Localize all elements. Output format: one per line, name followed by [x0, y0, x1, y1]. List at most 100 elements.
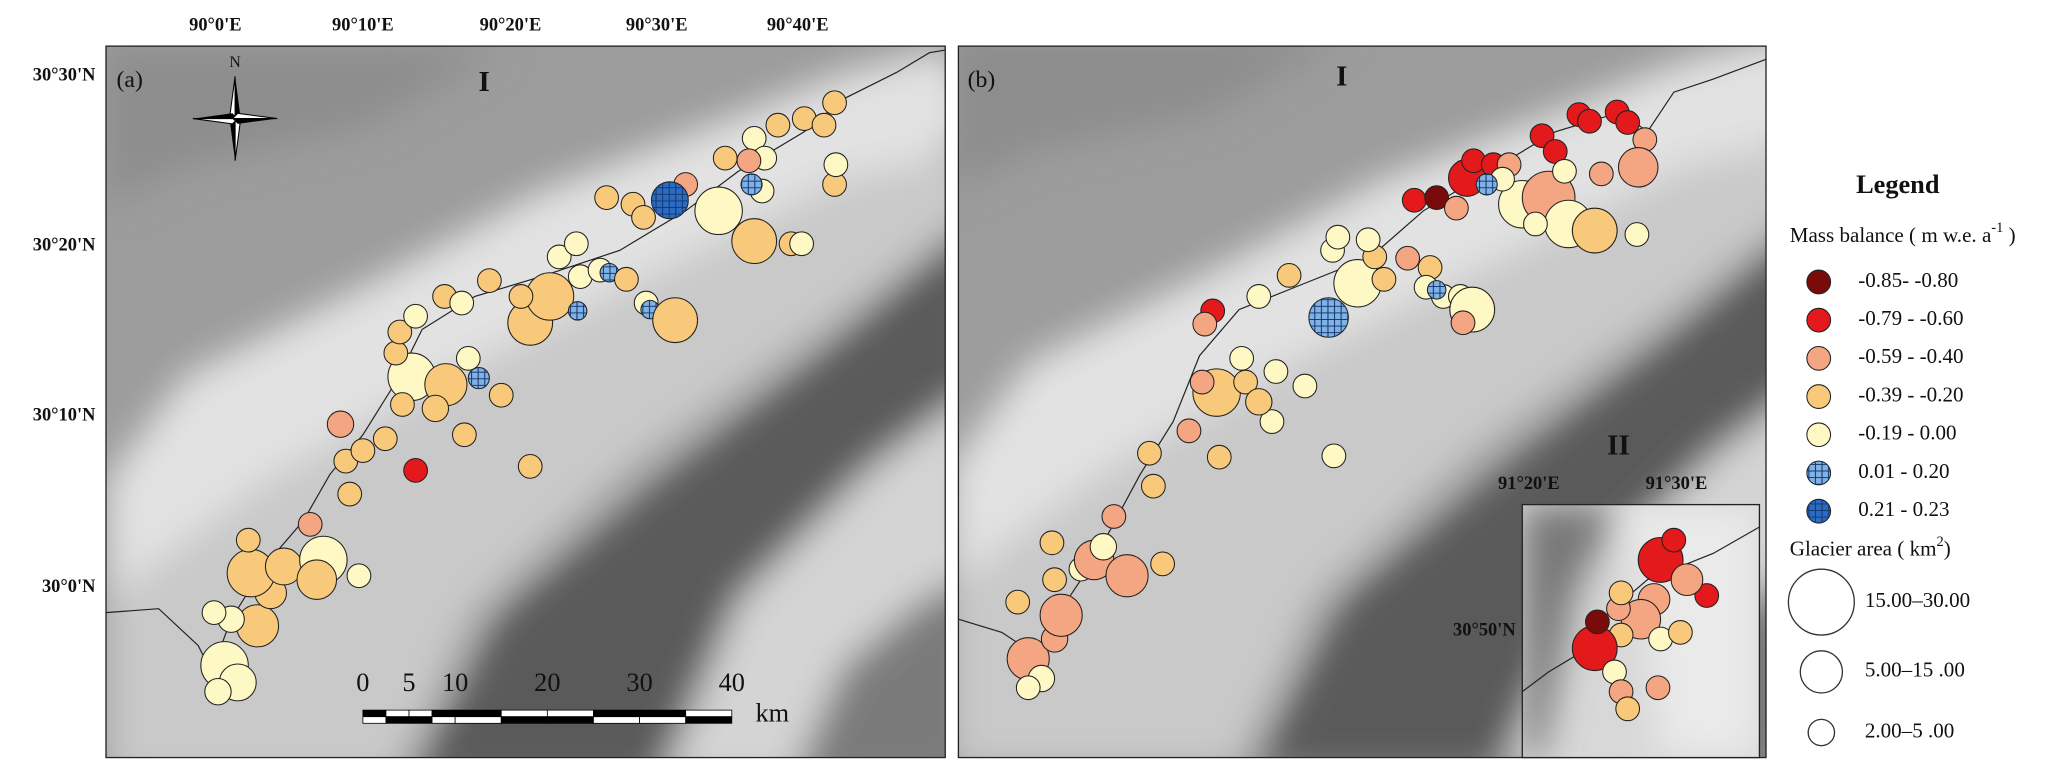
lon-tick: 90°20'E: [480, 15, 542, 35]
legend-label: -0.19 - 0.00: [1858, 421, 1956, 445]
glacier: [1150, 551, 1175, 577]
glacier: [594, 185, 620, 211]
glacier: [1571, 207, 1618, 254]
region-label: I: [1336, 61, 1347, 93]
legend-swatch: [1806, 345, 1832, 371]
scale-unit: km: [756, 698, 790, 727]
lon-tick: 91°20'E: [1498, 473, 1560, 493]
glacier: [451, 422, 477, 448]
glacier: [383, 340, 409, 366]
glacier: [1141, 473, 1166, 499]
scale-segment: [593, 716, 640, 724]
glacier: [1395, 245, 1421, 271]
glacier: [1371, 266, 1397, 292]
region-label: I: [478, 66, 489, 98]
scale-bar: 0 5 10 20 30 40: [356, 668, 745, 724]
legend-label: -0.85- -0.80: [1858, 268, 1958, 292]
glacier: [1325, 224, 1351, 250]
glacier: [421, 394, 450, 423]
glacier: [822, 90, 847, 116]
glacier: [1089, 533, 1118, 561]
glacier: [476, 268, 502, 294]
glacier: [1042, 567, 1067, 593]
scale-label: 30: [626, 668, 652, 697]
lon-tick: 90°10'E: [332, 15, 394, 35]
lat-tick: 30°10'N: [33, 405, 96, 425]
glacier: [1245, 388, 1273, 416]
lon-tick: 90°30'E: [626, 15, 688, 35]
scale-segment: [454, 716, 502, 724]
glacier: [1263, 359, 1289, 384]
lon-tick: 90°0'E: [189, 15, 241, 35]
scale-segment: [385, 716, 410, 724]
panel-b-frame: [957, 45, 1767, 759]
glacier: [1233, 369, 1258, 395]
glacier: [508, 284, 534, 309]
legend-label: 0.21 - 0.23: [1858, 497, 1949, 521]
glacier-hatch: [1427, 280, 1446, 300]
glacier: [1105, 554, 1149, 598]
glacier: [372, 426, 398, 452]
legend-swatch: [1806, 384, 1832, 409]
scale-segment: [639, 716, 687, 724]
scale-label: 40: [719, 668, 745, 697]
lat-tick: 30°0'N: [42, 576, 96, 596]
glacier: [390, 392, 415, 417]
glacier-hatch: [468, 367, 490, 389]
glacier: [736, 148, 762, 174]
glacier: [1670, 563, 1704, 597]
glacier: [1694, 583, 1720, 608]
glacier: [1192, 311, 1218, 337]
scale-segment: [431, 709, 456, 718]
glacier: [652, 297, 699, 344]
scale-segment: [362, 716, 387, 724]
scale-label: 5: [402, 668, 415, 697]
glacier-hatch: [568, 301, 587, 321]
glacier: [731, 218, 778, 265]
scale-segment: [385, 709, 410, 718]
glacier: [403, 303, 428, 329]
glacier: [326, 410, 355, 438]
size-symbol: [1799, 650, 1844, 694]
glacier: [1552, 158, 1577, 184]
scale-segment: [639, 709, 687, 718]
glacier: [1617, 147, 1659, 188]
glacier: [1246, 284, 1272, 309]
glacier: [1401, 187, 1427, 213]
scale-segment: [685, 716, 733, 724]
glacier: [1039, 530, 1065, 556]
legend-sizes: 15.00–30.00 5.00–15 .00 2.00–5 .00: [1787, 568, 1970, 747]
legend-title: Legend: [1856, 170, 1940, 199]
legend-swatch: [1806, 307, 1832, 333]
legend-label: 0.01 - 0.20: [1858, 459, 1949, 483]
panel-label: (a): [117, 67, 143, 93]
scale-segment: [454, 709, 502, 718]
scale-segment: [500, 709, 548, 718]
glacier: [297, 511, 323, 537]
glacier-hatch: [741, 173, 763, 195]
lon-tick: 90°40'E: [767, 15, 829, 35]
legend-heading: Mass balance ( m w.e. a-1 ): [1790, 221, 2016, 247]
glacier: [614, 266, 639, 292]
size-label: 5.00–15 .00: [1865, 658, 1965, 682]
panel-a-frame: [105, 45, 946, 759]
glacier: [1645, 675, 1671, 701]
glacier: [1661, 527, 1687, 553]
legend-swatch: [1806, 269, 1832, 295]
glacier: [1292, 373, 1318, 399]
glacier: [546, 244, 572, 270]
glacier: [1450, 310, 1476, 336]
size-label: 2.00–5 .00: [1865, 718, 1955, 742]
glacier: [631, 205, 656, 230]
glacier: [563, 231, 589, 257]
glacier: [204, 677, 232, 706]
legend-label: -0.79 - -0.60: [1858, 306, 1963, 330]
scale-segment: [593, 709, 640, 718]
north-arrow: [192, 76, 278, 161]
glacier: [1039, 593, 1083, 637]
glacier: [694, 186, 743, 236]
glacier: [811, 112, 837, 138]
legend-label: -0.39 - -0.20: [1858, 382, 1963, 406]
glacier: [455, 345, 481, 371]
legend-label: -0.59 - -0.40: [1858, 344, 1963, 368]
